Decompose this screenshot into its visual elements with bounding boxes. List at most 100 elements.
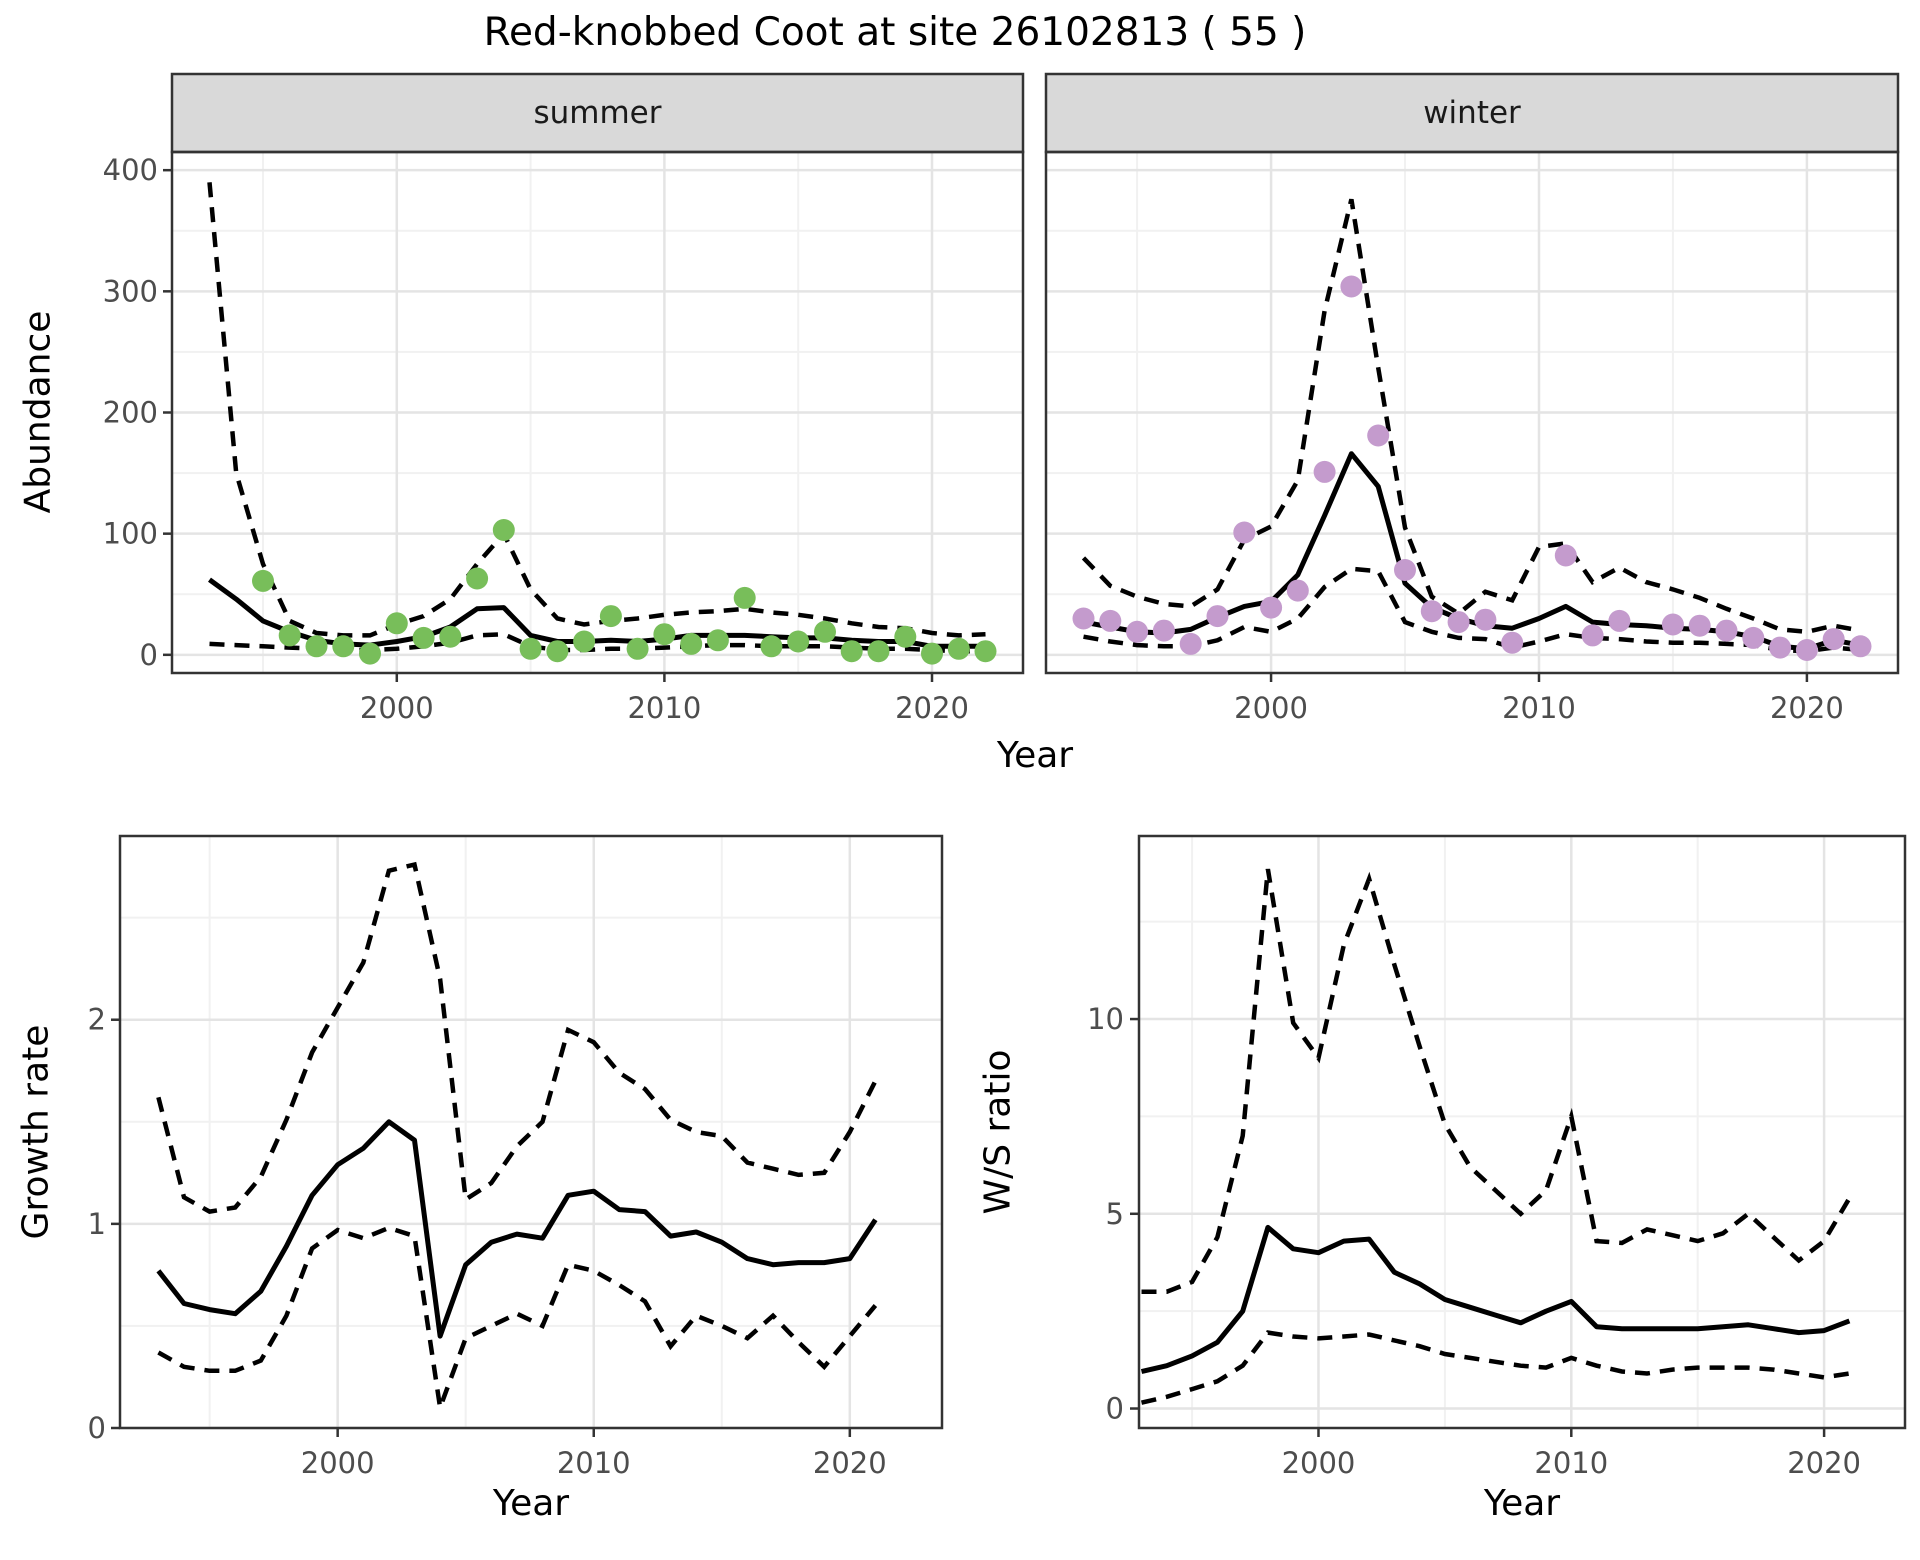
y-tick-label: 5	[1106, 1197, 1124, 1231]
panel-border	[118, 834, 944, 1430]
ci-lower-line	[1083, 566, 1861, 654]
data-point	[359, 642, 381, 665]
data-point	[867, 640, 890, 663]
data-point	[894, 625, 917, 648]
data-point	[1501, 631, 1524, 654]
data-point	[332, 635, 355, 658]
data-point	[1795, 639, 1818, 661]
data-point	[1608, 609, 1631, 632]
panel-abundance-winter: 2000 2010 2020	[1044, 72, 1900, 725]
data-point	[733, 586, 756, 609]
data-point	[1474, 608, 1497, 631]
fit-line	[156, 1119, 878, 1339]
data-point	[599, 605, 622, 628]
ci-upper-line	[207, 182, 986, 638]
x-tick-label: 2020	[1770, 691, 1844, 725]
data-point	[1769, 636, 1792, 659]
fit-line	[1140, 1224, 1851, 1374]
data-point	[626, 637, 649, 660]
x-tick-label: 2000	[1234, 691, 1308, 725]
y-tick-label: 200	[103, 396, 158, 430]
data-point	[252, 569, 274, 592]
y-tick-label: 0	[1106, 1392, 1124, 1426]
panel-growth-rate: 2000 2010 2020 0 1 2	[88, 834, 944, 1480]
data-point	[1554, 544, 1577, 567]
data-point	[1313, 460, 1336, 483]
data-point	[1367, 424, 1390, 447]
data-point	[1661, 613, 1684, 636]
ci-lower-line	[1140, 1330, 1850, 1405]
facet-strip	[1044, 72, 1900, 154]
x-tick-label: 2000	[301, 1446, 375, 1480]
x-axis-title-year-ws: Year	[1483, 1483, 1561, 1524]
data-point	[519, 637, 542, 660]
x-tick-label: 2010	[1502, 691, 1576, 725]
ci-upper-line	[1081, 198, 1861, 635]
data-point	[1340, 275, 1363, 298]
data-point	[1072, 607, 1095, 630]
x-axis-title-year-growth: Year	[492, 1483, 570, 1524]
data-point	[1233, 521, 1256, 544]
data-point	[1286, 579, 1309, 602]
data-point	[412, 626, 435, 649]
chart-title: Red-knobbed Coot at site 26102813 ( 55 )	[483, 10, 1307, 55]
x-tick-label: 2020	[1787, 1446, 1861, 1480]
panel-ws-ratio: 2000 2010 2020 0 5 10	[1087, 834, 1907, 1480]
data-point	[305, 635, 328, 658]
ci-upper-line	[1141, 868, 1852, 1294]
data-point	[760, 635, 783, 658]
y-axis-title-ws-ratio: W/S ratio	[977, 1049, 1019, 1215]
data-point	[1420, 600, 1443, 623]
panel-border	[1044, 150, 1900, 675]
panel-border	[1137, 834, 1907, 1430]
data-point	[1715, 619, 1738, 642]
facet-strip-label-winter: winter	[1423, 95, 1521, 131]
data-point	[1688, 614, 1711, 637]
y-axis-title-abundance: Abundance	[17, 310, 59, 514]
data-point	[1394, 559, 1416, 581]
y-tick-label: 300	[103, 274, 158, 308]
data-point	[1206, 605, 1229, 628]
data-point	[1849, 635, 1872, 658]
x-tick-label: 2020	[813, 1446, 887, 1480]
data-point	[921, 642, 943, 665]
data-point	[278, 624, 301, 647]
data-point	[1179, 632, 1202, 655]
y-axis-title-growth-rate: Growth rate	[15, 1024, 57, 1240]
data-point	[947, 637, 970, 660]
data-point	[1152, 619, 1175, 642]
data-point	[573, 630, 596, 653]
data-point	[1126, 620, 1149, 643]
data-point	[1447, 611, 1470, 634]
data-point	[385, 612, 408, 635]
data-point	[706, 629, 729, 652]
y-tick-label: 2	[88, 1003, 106, 1037]
y-tick-label: 1	[88, 1207, 106, 1241]
x-tick-label: 2010	[1534, 1446, 1608, 1480]
data-point	[1260, 596, 1283, 619]
data-point	[1742, 626, 1765, 649]
y-tick-label: 100	[103, 517, 158, 551]
data-point	[974, 640, 997, 663]
data-point	[439, 625, 462, 648]
x-tick-label: 2010	[627, 691, 701, 725]
x-tick-label: 2020	[895, 691, 969, 725]
x-tick-label: 2010	[557, 1446, 631, 1480]
panel-abundance-summer: 2000 2010 2020 0 100 200 300 400	[103, 72, 1025, 725]
data-point	[466, 567, 489, 590]
y-tick-label: 10	[1087, 1002, 1124, 1036]
data-point	[492, 519, 515, 541]
y-tick-label: 0	[140, 638, 158, 672]
data-point	[787, 630, 810, 653]
data-point	[1099, 609, 1122, 632]
ci-lower-line	[157, 1225, 878, 1409]
y-tick-label: 400	[103, 153, 158, 187]
data-point	[546, 640, 569, 663]
data-point	[1581, 624, 1604, 647]
x-tick-label: 2000	[1282, 1446, 1356, 1480]
data-point	[680, 632, 703, 655]
x-tick-label: 2000	[360, 691, 434, 725]
x-axis-title-year-top: Year	[996, 735, 1074, 776]
data-point	[814, 620, 836, 643]
